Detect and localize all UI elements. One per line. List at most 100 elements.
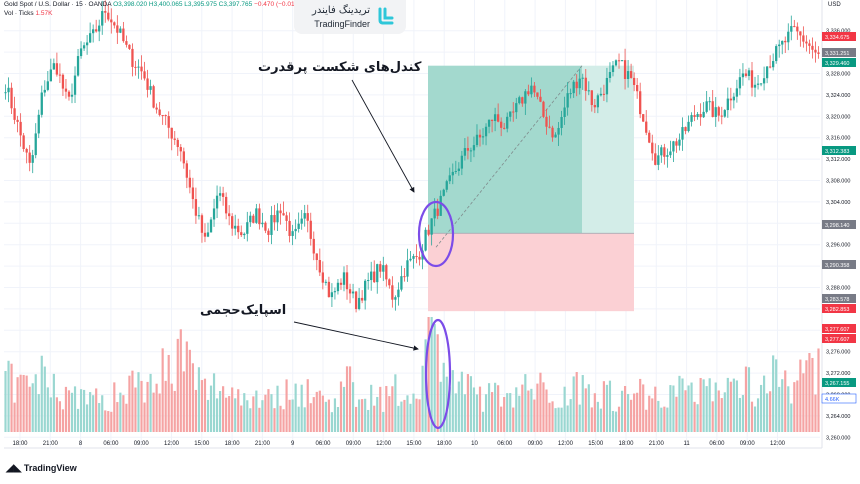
volume-bar: [475, 394, 479, 432]
candle-body: [814, 49, 817, 53]
candle-body: [741, 73, 745, 78]
volume-bar: [252, 396, 255, 432]
position-tool[interactable]: [428, 65, 634, 312]
candle-body: [101, 11, 104, 26]
candle-body: [376, 264, 379, 283]
candle-body: [506, 116, 509, 129]
volume-bar: [796, 380, 799, 432]
volume-bar: [291, 399, 294, 432]
volume-bar: [188, 349, 191, 432]
candle-body: [188, 177, 192, 188]
candle-body: [602, 93, 606, 95]
price-tick-label: 3,304.000: [826, 200, 850, 206]
candle-body: [756, 83, 760, 85]
volume-bar: [735, 380, 738, 432]
candle-body: [572, 81, 575, 94]
volume-bar: [173, 390, 176, 432]
volume-bar: [687, 385, 690, 432]
stop-loss-zone[interactable]: [428, 233, 634, 312]
candle-body: [131, 48, 134, 67]
take-profit-zone[interactable]: [428, 65, 582, 234]
volume-bar: [228, 396, 231, 432]
candle-body: [297, 223, 300, 229]
candle-body: [418, 256, 421, 260]
candle-body: [249, 215, 252, 223]
volume-bar: [602, 381, 605, 432]
candle-body: [584, 77, 587, 91]
volume-bar: [699, 377, 702, 432]
volume-bar: [418, 399, 421, 432]
candle-body: [110, 19, 113, 23]
candle-body: [228, 213, 231, 217]
volume-bar: [285, 379, 288, 432]
candle-body: [430, 218, 433, 235]
candle-body: [530, 85, 533, 95]
candle-body: [360, 297, 364, 301]
candle-body: [608, 72, 612, 78]
candle-body: [569, 93, 572, 95]
price-tick-label: 3,264.000: [826, 414, 850, 420]
volume-bar: [524, 374, 527, 432]
volume-bar: [288, 399, 291, 432]
candle-body: [415, 256, 418, 258]
candle-body: [566, 93, 569, 108]
volume-bar: [249, 408, 252, 432]
price-badge-text: 3,334.675: [825, 35, 849, 41]
candle-body: [524, 91, 527, 104]
volume-bar: [240, 405, 243, 432]
volume-bar: [463, 394, 466, 432]
candle-body: [787, 31, 790, 43]
volume-bar: [605, 384, 609, 432]
price-tick-label: 3,320.000: [826, 114, 850, 120]
candle-body: [273, 215, 276, 223]
annotation-strong-break-candles: کندل‌های شکست پرقدرت: [258, 60, 422, 75]
entry-diagonal-dashed-line: [435, 65, 583, 248]
volume-bar: [318, 390, 321, 432]
candle-body: [394, 297, 397, 300]
volume-bar: [98, 403, 101, 432]
candle-body: [22, 135, 25, 149]
volume-bar: [690, 382, 693, 432]
candle-body: [487, 119, 491, 127]
volume-bar: [772, 355, 775, 432]
candle-body: [509, 111, 512, 117]
candle-body: [370, 271, 373, 281]
price-tick-label: 3,308.000: [826, 179, 850, 185]
time-tick-label: 18:00: [225, 441, 241, 447]
volume-bar: [648, 395, 651, 432]
candle-body: [134, 66, 137, 68]
volume-bar: [4, 370, 7, 432]
volume-bar: [391, 386, 394, 432]
candle-body: [285, 215, 288, 221]
volume-bar: [787, 386, 790, 432]
volume-bar: [355, 406, 358, 432]
axis-currency: USD: [828, 2, 841, 8]
volume-bar: [578, 404, 581, 432]
volume-bar: [149, 373, 152, 432]
volume-bar: [756, 398, 760, 432]
candle-body: [309, 220, 312, 239]
volume-bar: [439, 381, 442, 432]
volume-bar: [660, 407, 663, 432]
volume-bar: [666, 407, 669, 432]
candle-body: [333, 291, 337, 293]
candle-body: [267, 230, 270, 235]
candle-body: [209, 219, 213, 233]
volume-bar: [49, 397, 52, 432]
volume-bar: [491, 392, 494, 432]
price-badge: [822, 304, 856, 313]
candle-body: [808, 43, 811, 46]
time-axis[interactable]: 18:00 21:00 8 06:00 09:00 12:00 15:00 18:00 21:0…: [12, 441, 785, 447]
volume-bar: [563, 386, 566, 432]
volume-bar: [22, 374, 25, 432]
volume-bar: [448, 387, 451, 432]
candle-body: [13, 108, 16, 120]
price-tick-label: 3,324.000: [826, 93, 850, 99]
candle-body: [484, 126, 488, 137]
candle-body: [645, 121, 648, 133]
volume-bar: [273, 408, 276, 432]
candle-body: [348, 289, 352, 294]
volume-bar: [58, 401, 61, 432]
time-tick-label: 12:00: [770, 441, 786, 447]
